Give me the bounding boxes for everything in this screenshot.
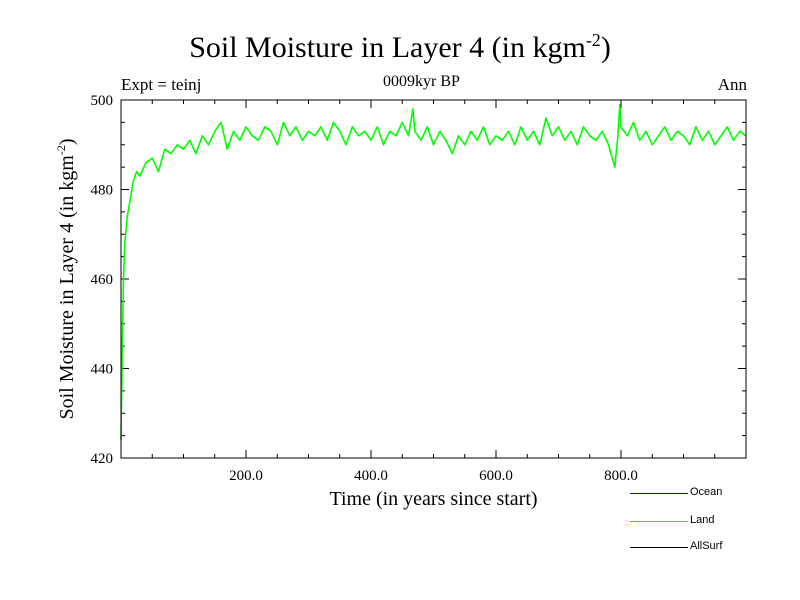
legend-swatch: [630, 547, 688, 548]
x-tick-label: 200.0: [229, 468, 263, 484]
x-axis-label: Time (in years since start): [329, 488, 537, 510]
series-line-land: [120, 103, 747, 441]
x-tick-label: 600.0: [479, 468, 513, 484]
experiment-label: Expt = teinj: [121, 75, 202, 94]
y-tick-label: 500: [91, 93, 114, 109]
plot-frame: [120, 99, 747, 459]
x-tick-label: 400.0: [354, 468, 388, 484]
y-tick-label: 420: [91, 451, 114, 467]
y-axis-label: Soil Moisture in Layer 4 (in kgm-2): [54, 138, 78, 419]
legend-swatch: [630, 521, 688, 522]
period-label: 0009kyr BP: [383, 73, 460, 90]
y-tick-label: 440: [91, 362, 114, 378]
legend-swatch: [630, 493, 688, 494]
legend-label: AllSurf: [690, 540, 723, 552]
y-tick-label: 480: [91, 183, 114, 199]
legend-label: Ocean: [690, 486, 723, 498]
chart-title: Soil Moisture in Layer 4 (in kgm-2): [189, 30, 611, 64]
legend-label: Land: [690, 514, 715, 526]
season-label: Ann: [717, 75, 747, 94]
y-tick-label: 460: [91, 272, 114, 288]
x-tick-label: 800.0: [604, 468, 638, 484]
